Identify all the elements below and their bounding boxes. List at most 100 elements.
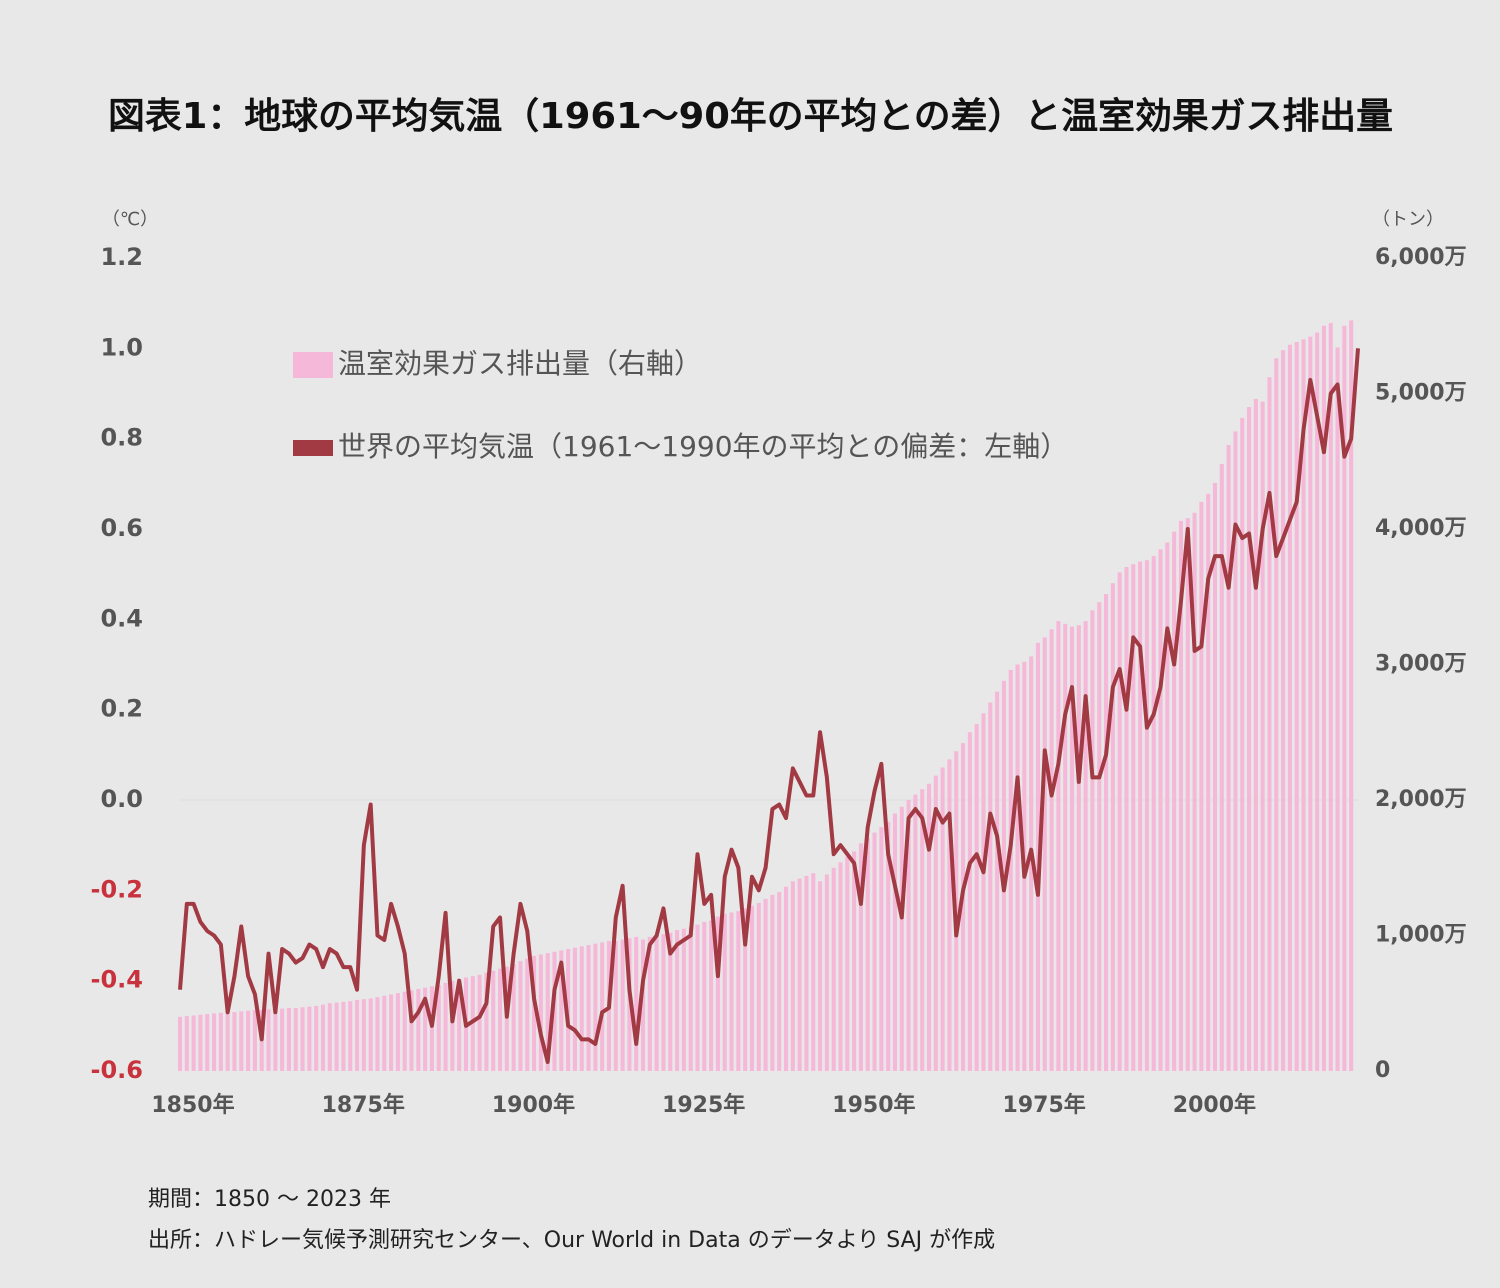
bar <box>947 759 952 1071</box>
bar <box>1104 594 1109 1071</box>
bar <box>640 939 646 1071</box>
bar <box>212 1013 217 1071</box>
bar <box>681 928 686 1071</box>
bar <box>423 987 428 1071</box>
bar <box>913 794 918 1071</box>
bar <box>736 911 741 1071</box>
bar <box>504 966 509 1071</box>
y2-tick-label: 4,000万 <box>1375 516 1467 541</box>
bar <box>886 821 891 1071</box>
bar <box>797 878 802 1071</box>
bar <box>1301 339 1306 1071</box>
bar <box>906 800 911 1071</box>
bar <box>1124 566 1129 1071</box>
bar <box>763 898 768 1071</box>
bar <box>375 997 380 1071</box>
bar <box>1076 625 1081 1071</box>
bar <box>484 972 489 1071</box>
x-tick-label: 1950年 <box>832 1092 915 1118</box>
bar <box>511 963 516 1071</box>
chart-title: 図表1：地球の平均気温（1961～90年の平均との差）と温室効果ガス排出量 <box>108 96 1393 137</box>
x-tick-label: 1850年 <box>151 1092 234 1118</box>
bar <box>634 936 639 1071</box>
bar <box>620 939 625 1071</box>
y2-tick-label: 6,000万 <box>1375 245 1467 270</box>
x-tick-label: 2000年 <box>1173 1092 1256 1118</box>
y2-tick-label: 5,000万 <box>1375 381 1467 406</box>
bar <box>749 905 755 1071</box>
bar <box>961 743 966 1071</box>
bar <box>307 1006 312 1071</box>
bar <box>804 875 809 1071</box>
y-tick-label: 1.2 <box>100 243 143 271</box>
y2-axis-label: （トン） <box>1372 209 1444 230</box>
bar <box>402 991 407 1071</box>
bar <box>327 1003 332 1071</box>
bar <box>593 943 598 1071</box>
bar <box>1328 323 1333 1071</box>
bar <box>177 1016 183 1071</box>
bar <box>184 1016 189 1071</box>
bar <box>790 881 795 1071</box>
bar <box>1117 572 1122 1071</box>
bar <box>777 892 782 1071</box>
bar <box>926 783 932 1071</box>
bar <box>702 921 707 1071</box>
bar <box>695 924 700 1071</box>
bar <box>858 843 863 1071</box>
bar <box>205 1014 210 1071</box>
bar <box>525 958 530 1071</box>
bar <box>1110 583 1115 1071</box>
bar <box>1287 344 1292 1072</box>
bar <box>1165 542 1170 1071</box>
bar <box>981 713 986 1071</box>
y-tick-label: -0.4 <box>91 966 143 994</box>
bar <box>395 993 400 1071</box>
bar <box>1138 561 1143 1071</box>
x-tick-label: 1900年 <box>492 1092 575 1118</box>
y2-tick-label: 0 <box>1375 1058 1390 1083</box>
bar <box>967 732 972 1071</box>
bar <box>852 851 857 1071</box>
bar <box>729 912 734 1071</box>
bar <box>1267 377 1272 1071</box>
bar <box>1144 560 1149 1071</box>
bar <box>314 1005 319 1071</box>
x-tick-label: 1925年 <box>662 1092 745 1118</box>
y-tick-label: 1.0 <box>100 333 143 361</box>
bar <box>457 978 462 1071</box>
legend-label: 世界の平均気温（1961～1990年の平均との偏差：左軸） <box>338 430 1068 463</box>
y-tick-label: 0.6 <box>100 514 143 542</box>
bar <box>647 936 652 1071</box>
bar <box>688 927 693 1071</box>
bar <box>273 1008 278 1071</box>
bar <box>1219 463 1224 1072</box>
bar <box>477 974 482 1071</box>
bar <box>920 789 925 1071</box>
legend-label: 温室効果ガス排出量（右軸） <box>338 347 702 380</box>
bar <box>1049 629 1054 1071</box>
bar <box>518 961 523 1071</box>
bar <box>995 691 1000 1071</box>
note: 出所：ハドレー気候予測研究センター、Our World in Data のデータ… <box>148 1228 995 1253</box>
bar <box>770 894 775 1071</box>
bar <box>1042 637 1047 1071</box>
bar <box>824 874 829 1071</box>
bar <box>1315 332 1320 1071</box>
bar <box>450 980 455 1071</box>
bar <box>1083 621 1088 1071</box>
bar <box>436 984 441 1071</box>
bar <box>872 832 877 1071</box>
bar <box>1185 518 1190 1071</box>
bar <box>443 982 448 1071</box>
bar <box>198 1014 203 1071</box>
bar <box>1206 493 1211 1071</box>
x-tick-label: 1875年 <box>322 1092 405 1118</box>
bar <box>600 942 605 1071</box>
bar <box>783 886 789 1071</box>
y-tick-label: 0.2 <box>100 695 143 723</box>
bar <box>348 1001 353 1071</box>
bar <box>1342 325 1347 1071</box>
bar <box>416 989 421 1071</box>
bar <box>1097 602 1102 1071</box>
